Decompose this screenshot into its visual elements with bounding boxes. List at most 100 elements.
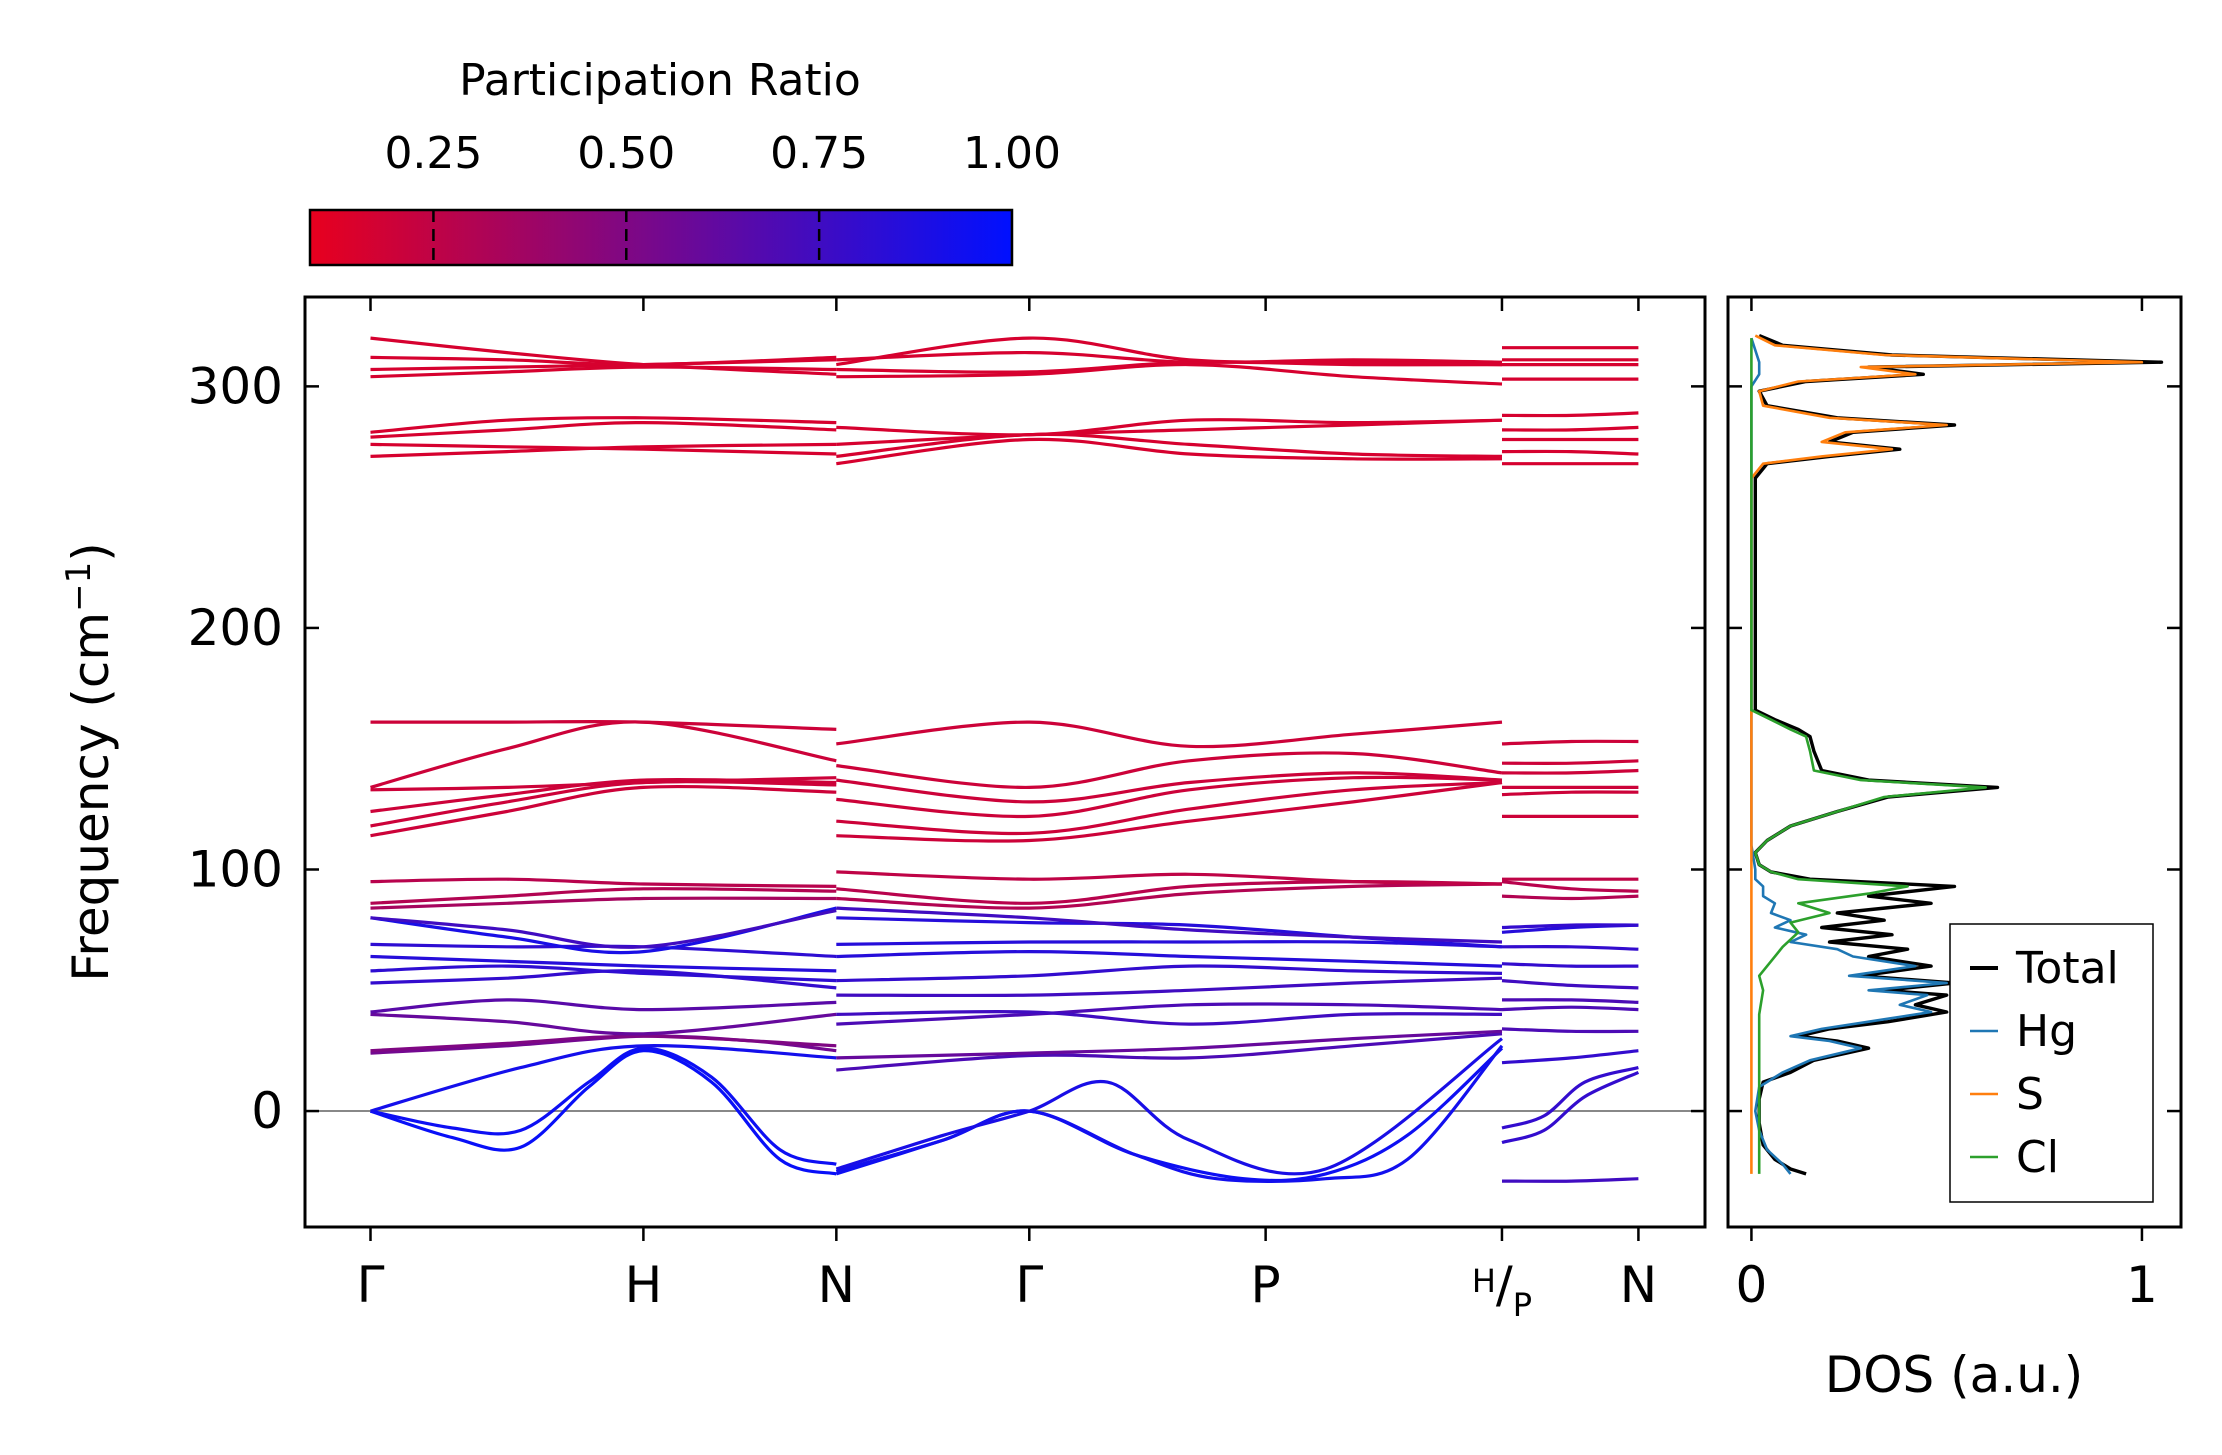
dos-legend: Total Hg S Cl (1949, 923, 2154, 1203)
phonon-band (1501, 1049, 1639, 1065)
phonon-band (835, 1044, 1504, 1184)
y-tick-label: 0 (251, 1082, 283, 1140)
phonon-band (370, 365, 837, 379)
phonon-band (1501, 1027, 1639, 1034)
phonon-band (836, 336, 1503, 367)
phonon-band (370, 969, 837, 990)
phonon-band (836, 771, 1503, 804)
phonon-band (836, 870, 1503, 886)
phonon-band (1501, 739, 1639, 746)
phonon-band (1501, 962, 1639, 968)
phonon-band (370, 1044, 837, 1113)
phonon-band (1501, 979, 1639, 990)
phonon-band (370, 909, 837, 949)
phonon-band (370, 355, 837, 367)
colorbar-gradient (308, 208, 1014, 267)
colorbar-tick-label: 1.00 (963, 128, 1061, 179)
band-structure-panel: 0 100 200 300 Γ H N Γ P H/P N Frequency (cm−1) (59, 295, 1707, 1324)
x-tick-label: P (1251, 1256, 1281, 1314)
phonon-band (1501, 1066, 1639, 1130)
x-tick-label: H (625, 1256, 663, 1314)
x-tick-label: Γ (357, 1256, 385, 1314)
phonon-band (835, 1047, 1504, 1183)
phonon-band (1501, 923, 1639, 930)
phonon-band (836, 751, 1503, 790)
x-tick-label-split: H/P (1472, 1256, 1532, 1324)
phonon-band (370, 421, 837, 439)
phonon-band (370, 784, 837, 838)
phonon-band (836, 882, 1503, 910)
phonon-band (370, 998, 837, 1014)
phonon-band (370, 1034, 837, 1053)
legend-label-hg: Hg (2016, 1006, 2077, 1057)
dos-line-hg (1750, 337, 1948, 1175)
dos-x-tick-label: 1 (2126, 1256, 2158, 1314)
phonon-band (370, 719, 837, 731)
colorbar: Participation Ratio 0.25 0.50 0.75 1.00 (308, 55, 1061, 267)
phonon-band (836, 964, 1503, 983)
phonon-band (1501, 790, 1639, 797)
phonon-band (836, 1029, 1503, 1060)
y-tick-label: 200 (188, 599, 283, 657)
phonon-band (836, 780, 1503, 843)
phonon-band (836, 780, 1503, 836)
phonon-band (836, 950, 1503, 968)
band-structure-frame (303, 295, 1707, 1229)
phonon-band (836, 1010, 1503, 1026)
dos-line-s (1750, 334, 2144, 1174)
phonon-band (370, 877, 837, 888)
phonon-band (370, 887, 837, 905)
phonon-band (370, 780, 837, 828)
dos-line-cl (1750, 338, 1987, 1174)
phonon-band (836, 976, 1503, 998)
dos-frame (1726, 295, 2183, 1229)
phonon-band (836, 437, 1503, 466)
colorbar-tick-label: 0.25 (384, 128, 482, 179)
phonon-band (370, 954, 837, 973)
y-tick-label: 300 (188, 357, 283, 415)
phonon-band (1501, 449, 1639, 456)
legend-label-s: S (2016, 1069, 2044, 1120)
phonon-band (370, 336, 837, 376)
phonon-band (370, 896, 837, 910)
phonon-band (370, 1049, 837, 1176)
colorbar-title: Participation Ratio (459, 55, 861, 106)
phonon-band (835, 1037, 1503, 1176)
phonon-band (1501, 1005, 1639, 1012)
phonon-band (836, 906, 1503, 944)
phonon-band (1501, 411, 1639, 418)
phonon-band (1501, 894, 1639, 901)
dos-x-axis-label: DOS (a.u.) (1825, 1346, 2084, 1404)
colorbar-tick-label: 0.75 (770, 128, 868, 179)
y-axis-label-sup: −1 (59, 562, 99, 612)
phonon-band (1501, 998, 1639, 1004)
x-tick-label: Γ (1015, 1256, 1043, 1314)
y-axis-label-close: ) (62, 542, 120, 562)
y-axis-label-main: Frequency (cm (62, 612, 120, 982)
phonon-band (836, 940, 1503, 949)
phonon-band (370, 942, 837, 959)
y-tick-label: 100 (188, 840, 283, 898)
phonon-band (370, 776, 837, 792)
phonon-band (836, 362, 1503, 386)
x-tick-label: N (818, 1256, 855, 1314)
phonon-band (370, 964, 837, 983)
dos-x-tick-label: 0 (1736, 1256, 1768, 1314)
phonon-band (836, 1032, 1503, 1072)
dos-panel: 0 1 DOS (a.u.) Total Hg S Cl (1726, 295, 2183, 1404)
y-axis-label: Frequency (cm−1) (59, 542, 120, 982)
colorbar-tick-label: 0.50 (577, 128, 675, 179)
phonon-band (1501, 945, 1639, 951)
phonon-band (1501, 1070, 1640, 1145)
x-tick-label: N (1620, 1256, 1657, 1314)
phonon-band (836, 720, 1503, 749)
phonon-band (370, 442, 837, 456)
phonon-band (370, 1012, 837, 1036)
legend-label-total: Total (2015, 943, 2119, 994)
phonon-band (836, 418, 1503, 437)
phonon-band (1501, 880, 1639, 893)
phonon-band (836, 775, 1503, 819)
phonon-band (370, 416, 837, 434)
phonon-band (836, 916, 1503, 949)
